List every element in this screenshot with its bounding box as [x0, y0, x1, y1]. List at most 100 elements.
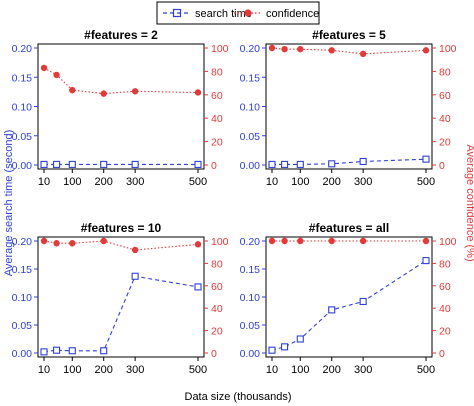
panel-title: #features = 2: [84, 28, 158, 42]
left-tick-label: 0.10: [240, 292, 261, 304]
confidence-point: [422, 47, 430, 54]
left-tick-label: 0.15: [240, 264, 261, 276]
search-time-point: [422, 155, 430, 163]
left-tick-label: 0.10: [240, 102, 261, 114]
left-tick-label: 0.05: [240, 320, 261, 332]
legend: search time confidence: [156, 1, 320, 25]
x-tick-label: 500: [189, 176, 207, 188]
confidence-point: [281, 237, 288, 245]
panel-frame: [265, 236, 433, 358]
confidence-point: [328, 237, 335, 245]
panel-1: #features = 210 100 200 300 5000.000.050.100…: [12, 28, 229, 188]
confidence-point: [69, 86, 76, 94]
left-tick-label: 0.20: [240, 236, 261, 248]
search-time-point: [53, 160, 61, 168]
left-tick-label: 0.05: [12, 131, 33, 143]
confidence-point: [281, 45, 288, 53]
x-tick-label: 500: [417, 364, 435, 376]
left-tick-label: 0.10: [12, 292, 33, 304]
right-tick-label: 20: [211, 326, 223, 338]
confidence-line: [43, 67, 199, 95]
legend-search-marker: [172, 8, 182, 18]
right-tick-label: 100: [211, 236, 229, 248]
right-tick-label: 40: [439, 113, 451, 125]
right-tick-label: 100: [439, 236, 457, 248]
x-tick-label: 200: [323, 176, 341, 188]
left-tick-label: 0.00: [240, 348, 261, 360]
right-tick-label: 20: [439, 326, 451, 338]
search-time-point: [359, 157, 367, 166]
right-tick-label: 100: [211, 43, 229, 55]
search-time-line: [43, 275, 199, 353]
search-time-point: [268, 346, 276, 354]
search-time-point: [328, 160, 336, 168]
x-tick-label: 10: [38, 364, 50, 376]
panel-title: #features = 5: [312, 28, 386, 42]
x-tick-label: 100: [291, 364, 309, 376]
x-tick-label: 10: [266, 176, 278, 188]
confidence-point: [53, 240, 60, 247]
x-tick-label: 200: [95, 364, 113, 376]
search-time-line: [272, 158, 427, 165]
x-axis-title: Data size (thousands): [185, 391, 292, 403]
confidence-point: [131, 246, 139, 254]
panel-frame: [37, 43, 205, 170]
confidence-point: [359, 50, 367, 58]
right-axis-title: Average confidence (%): [464, 144, 474, 261]
confidence-point: [100, 90, 107, 97]
right-tick-label: 0: [211, 348, 217, 360]
right-tick-label: 80: [211, 258, 223, 270]
panels: #features = 210 100 200 300 5000.000.050.100…: [12, 28, 457, 376]
left-tick-label: 0.15: [240, 72, 261, 84]
confidence-point: [328, 47, 335, 54]
right-tick-label: 80: [439, 258, 451, 270]
confidence-point: [422, 237, 430, 245]
right-tick-label: 60: [439, 281, 451, 293]
confidence-point: [40, 64, 48, 72]
left-tick-label: 0.00: [12, 160, 33, 172]
confidence-point: [268, 237, 276, 245]
search-time-point: [100, 160, 108, 168]
confidence-line: [43, 240, 199, 251]
right-tick-label: 0: [439, 160, 445, 172]
search-time-point: [68, 347, 76, 355]
left-tick-label: 0.05: [240, 131, 261, 143]
x-tick-label: 10: [38, 176, 50, 188]
confidence-point: [69, 240, 76, 247]
legend-confidence-marker: [244, 9, 252, 17]
search-time-line: [271, 260, 427, 351]
search-time-point: [268, 160, 276, 168]
right-tick-label: 60: [439, 90, 451, 102]
confidence-point: [297, 237, 304, 245]
search-time-point: [359, 297, 367, 306]
confidence-point: [359, 237, 367, 245]
left-tick-label: 0.00: [240, 160, 261, 172]
right-tick-label: 0: [439, 348, 445, 360]
panel-frame: [37, 236, 205, 358]
right-tick-label: 60: [211, 90, 223, 102]
search-time-point: [100, 347, 108, 355]
x-tick-label: 300: [126, 364, 144, 376]
x-tick-label: 100: [291, 176, 309, 188]
legend-confidence-label: confidence: [266, 8, 319, 20]
x-tick-label: 200: [323, 364, 341, 376]
x-tick-label: 300: [354, 176, 372, 188]
right-tick-label: 20: [211, 137, 223, 149]
right-tick-label: 20: [439, 137, 451, 149]
confidence-point: [297, 45, 304, 53]
x-tick-label: 100: [63, 176, 81, 188]
search-time-point: [281, 343, 289, 351]
right-tick-label: 80: [439, 66, 451, 78]
search-time-point: [328, 306, 336, 314]
search-time-point: [194, 283, 202, 291]
left-axis-title: Average search time (second): [3, 130, 15, 277]
left-tick-label: 0.20: [240, 43, 261, 55]
right-tick-label: 80: [211, 66, 223, 78]
left-tick-label: 0.15: [12, 72, 33, 84]
left-tick-label: 0.20: [12, 236, 33, 248]
left-tick-label: 0.05: [12, 320, 33, 332]
confidence-point: [100, 237, 107, 245]
